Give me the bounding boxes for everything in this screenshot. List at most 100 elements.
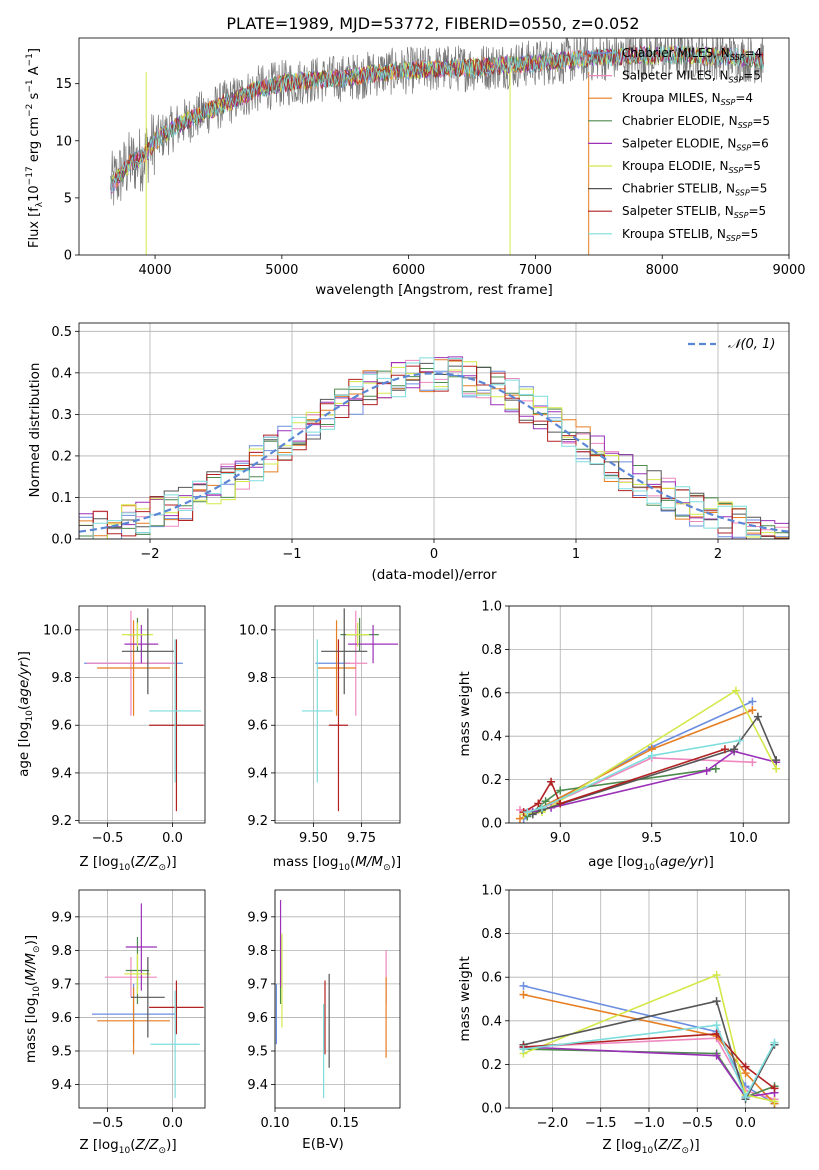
mass-weight-point <box>712 971 721 980</box>
y-tick-label: 0.2 <box>481 773 502 788</box>
mass-weight-point <box>647 751 656 760</box>
y-tick-label: 0.0 <box>51 533 72 548</box>
legend-label: Salpeter STELIB, NSSP=5 <box>622 204 766 220</box>
y-tick-label: 0.5 <box>51 325 72 340</box>
mass-weight-point <box>730 745 739 754</box>
plot-area <box>79 356 789 539</box>
mw-z-ylabel: mass weight <box>457 956 473 1041</box>
mass-weight-point <box>712 997 721 1006</box>
y-tick-label: 0.2 <box>481 1058 502 1073</box>
plot-area <box>84 608 204 812</box>
mass-ebv-xlabel: E(B-V) <box>302 1136 344 1152</box>
plot-area <box>110 38 764 255</box>
mass-weight-point <box>741 1062 750 1071</box>
mass-vs-z-panel: −0.5 0.0 9.4 9.5 9.6 9.7 9.8 9.9 <box>51 889 206 1131</box>
mass-weight-point <box>720 745 729 754</box>
mass-weight-point <box>748 697 757 706</box>
grid <box>274 890 400 1108</box>
y-tick-label: 9.9 <box>51 910 72 925</box>
y-tick-label: 0.0 <box>481 817 502 832</box>
mass-weight-point <box>770 1084 779 1093</box>
mass-weight-point <box>702 766 711 775</box>
mass-weight-point <box>731 686 740 695</box>
grid <box>275 606 400 823</box>
residuals-panel: −2 −1 0 1 2 0.0 0.1 0.2 0.3 0.4 0.5 𝒩(0, 1) <box>51 322 790 562</box>
age-vs-z-panel: −0.5 0.0 9.2 9.4 9.6 9.8 10.0 <box>43 605 206 846</box>
x-tick-label: 0.15 <box>330 1116 359 1131</box>
x-tick-label: 9.75 <box>347 831 376 846</box>
y-tick-label: 0.4 <box>481 730 502 745</box>
y-tick-label: 0.3 <box>51 408 72 423</box>
mass-weight-point <box>547 777 556 786</box>
x-tick-label: 0.0 <box>735 1116 756 1131</box>
y-tick-label: 9.6 <box>51 719 72 734</box>
mass-weight-point <box>534 799 543 808</box>
legend-label: Kroupa MILES, NSSP=4 <box>622 91 753 107</box>
histogram-step-line <box>79 357 789 539</box>
y-tick-label: 0.1 <box>51 491 72 506</box>
legend-label: Salpeter MILES, NSSP=5 <box>622 69 761 85</box>
mass-weight-point <box>753 712 762 721</box>
grid <box>79 890 205 1108</box>
x-tick-label: −1.0 <box>633 1116 665 1131</box>
x-tick-label: 10.0 <box>729 831 758 846</box>
mw-z-xlabel: Z [log10(Z/Z⊙)] <box>602 1137 699 1156</box>
grid <box>79 323 789 540</box>
mass-weight-point <box>712 1021 721 1030</box>
mass-weight-point <box>515 814 524 823</box>
x-tick-label: 9.50 <box>299 831 328 846</box>
x-tick-label: 0.0 <box>162 831 183 846</box>
axes-frame <box>274 605 401 824</box>
mass-weight-point <box>712 1051 721 1060</box>
age-mass-xlabel: mass [log10(M/M⊙)] <box>273 854 401 873</box>
x-tick-label: −0.5 <box>92 831 124 846</box>
mass-weight-point <box>537 803 546 812</box>
axes-frame <box>508 605 790 824</box>
plot-area <box>515 686 781 823</box>
y-tick-label: 0.8 <box>481 643 502 658</box>
y-tick-label: 10 <box>55 134 72 149</box>
mass-weight-point <box>772 764 781 773</box>
x-tick-label: 0 <box>430 547 438 562</box>
y-tick-label: 9.4 <box>51 766 72 781</box>
mw-age-ylabel: mass weight <box>457 671 473 756</box>
mass-weight-point <box>748 706 757 715</box>
mw-age-xlabel-text: age [log10(age/yr)] <box>588 854 714 873</box>
residuals-xlabel: (data-model)/error <box>371 567 497 583</box>
mass-weight-point <box>556 786 565 795</box>
x-tick-label: −1 <box>282 547 301 562</box>
y-tick-label: 15 <box>55 77 72 92</box>
x-tick-label: −0.5 <box>681 1116 713 1131</box>
legend-label: Kroupa ELODIE, NSSP=5 <box>622 159 761 175</box>
mass-weight-point <box>519 981 528 990</box>
spectrum-panel: 4000 5000 6000 7000 8000 9000 0 5 10 15 Chabrier M… <box>55 37 806 278</box>
mass-weight-point <box>519 990 528 999</box>
y-tick-label: 9.2 <box>247 814 268 829</box>
mass-weight-point <box>519 1045 528 1054</box>
axes-frame <box>508 889 790 1109</box>
spectrum-ylabel: Flux [fλ10−17 erg cm−2 s−1 A−1] <box>25 48 45 248</box>
model-spectrum-line <box>110 45 764 193</box>
mass-weight-series-line <box>523 1046 775 1098</box>
age-vs-mass-panel: 9.50 9.75 9.2 9.4 9.6 9.8 10.0 <box>239 605 401 846</box>
y-tick-label: 9.6 <box>247 719 268 734</box>
x-tick-label: −1.5 <box>585 1116 617 1131</box>
grid <box>79 606 205 823</box>
y-tick-label: 9.5 <box>51 1044 72 1059</box>
spectrum-legend: Chabrier MILES, NSSP=4 Salpeter MILES, NS… <box>588 46 770 243</box>
y-tick-label: 9.5 <box>247 1044 268 1059</box>
y-tick-label: 0.4 <box>51 366 72 381</box>
x-tick-label: 5000 <box>265 263 298 278</box>
axes-frame <box>78 322 790 540</box>
x-tick-label: −2 <box>140 547 159 562</box>
mass-weight-vs-age-panel: 9.0 9.5 10.0 0.0 0.2 0.4 0.6 0.8 1.0 <box>481 600 790 846</box>
x-tick-label: 6000 <box>392 263 425 278</box>
x-tick-label: 9000 <box>772 263 805 278</box>
x-tick-label: 0.10 <box>261 1116 290 1131</box>
gaussian-legend-label: 𝒩(0, 1) <box>728 337 775 352</box>
y-tick-label: 1.0 <box>481 884 502 899</box>
y-tick-label: 9.8 <box>247 944 268 959</box>
y-tick-label: 9.8 <box>51 671 72 686</box>
grid <box>509 605 789 824</box>
